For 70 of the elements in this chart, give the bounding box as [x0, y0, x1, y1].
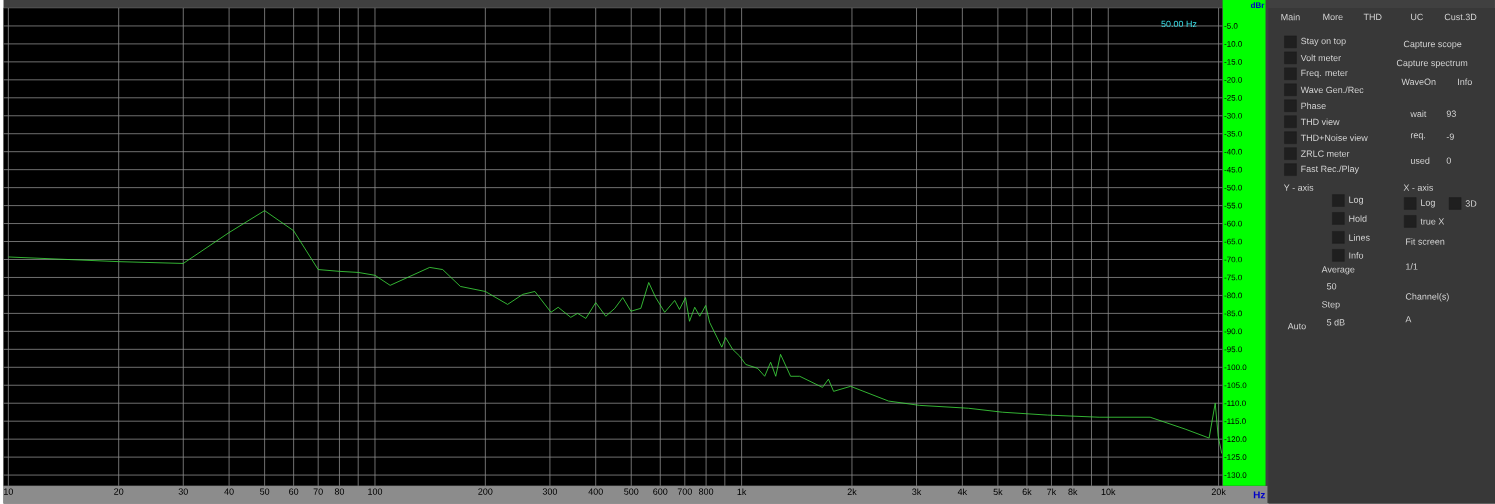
text: Fast Rec./Play	[1301, 165, 1360, 174]
text: Log	[1421, 199, 1435, 208]
annotation: 50.00 Hz	[1161, 20, 1197, 28]
text: WaveOn	[1401, 78, 1436, 86]
text: Step	[1322, 301, 1340, 310]
text: 5 dB	[1326, 319, 1345, 326]
text: A	[1405, 316, 1412, 323]
text: Freq. meter	[1301, 69, 1348, 78]
text: -9	[1446, 133, 1454, 140]
text: Info	[1458, 78, 1472, 86]
x-tick-label: 6k	[1022, 488, 1032, 496]
x-tick-label: 50	[259, 488, 270, 495]
text: used	[1410, 157, 1430, 165]
x-tick-label: 3k	[912, 488, 922, 496]
x-tick-label: 4k	[957, 488, 968, 495]
x-tick-label: 200	[478, 488, 493, 495]
x-tick-label: 1k	[737, 488, 747, 495]
text: req.	[1410, 133, 1426, 141]
text: ZRLC meter	[1300, 150, 1350, 157]
text: Info	[1349, 252, 1364, 259]
text: Capture scope	[1403, 40, 1462, 50]
x-tick-label: 300	[542, 488, 558, 495]
text: Capture spectrum	[1396, 59, 1468, 68]
text: 3D	[1465, 200, 1477, 207]
text: X - axis	[1403, 184, 1434, 191]
text: Hold	[1349, 215, 1367, 222]
x-tick-label: 20	[114, 488, 124, 495]
x-tick-label: 10k	[1101, 488, 1116, 496]
text: Auto	[1287, 323, 1306, 330]
text: 50	[1326, 283, 1337, 290]
text: 93	[1446, 110, 1456, 117]
x-tick-label: 10	[4, 488, 13, 495]
x-tick-label: 60	[289, 488, 299, 495]
text: Y - axis	[1283, 184, 1314, 191]
text: Cust.3D	[1444, 13, 1477, 21]
x-tick-label: 700	[677, 488, 692, 495]
text: Stay on top	[1301, 37, 1346, 47]
x-tick-label: 7k	[1047, 488, 1057, 495]
x-tick-label: 5k	[993, 488, 1003, 496]
x-tick-label: 20k	[1211, 488, 1226, 496]
text: Volt meter	[1300, 54, 1341, 62]
x-tick-label: 8k	[1068, 488, 1078, 496]
x-tick-label: 400	[588, 488, 603, 495]
x-tick-label: 600	[653, 488, 668, 495]
x-tick-label: 40	[224, 488, 234, 495]
x-tick-label: 100	[368, 488, 383, 495]
text: THD view	[1300, 118, 1340, 126]
text: Lines	[1349, 234, 1370, 241]
x-tick-label: 2k	[847, 488, 857, 495]
text: Wave Gen./Rec	[1300, 86, 1364, 94]
x-tick-label: 500	[624, 488, 639, 495]
text: UC	[1411, 13, 1424, 21]
text: Log	[1349, 196, 1363, 205]
text: THD	[1363, 13, 1382, 21]
x-tick-label: 30	[178, 488, 188, 495]
x-axis-title: Hz	[1253, 491, 1265, 499]
x-tick-label: 800	[698, 488, 714, 495]
text: THD+Noise view	[1300, 134, 1368, 142]
text: More	[1323, 13, 1343, 21]
x-tick-label: 70	[313, 488, 323, 495]
text: Average	[1321, 266, 1355, 275]
text: Fit screen	[1406, 238, 1445, 245]
text: 1/1	[1406, 263, 1418, 270]
text: wait	[1410, 110, 1427, 118]
text: Phase	[1301, 102, 1326, 110]
text: true X	[1420, 218, 1445, 225]
text: Main	[1281, 13, 1300, 21]
text: Channel(s)	[1405, 293, 1449, 302]
text: 0	[1446, 157, 1451, 164]
x-tick-label: 80	[334, 488, 345, 495]
